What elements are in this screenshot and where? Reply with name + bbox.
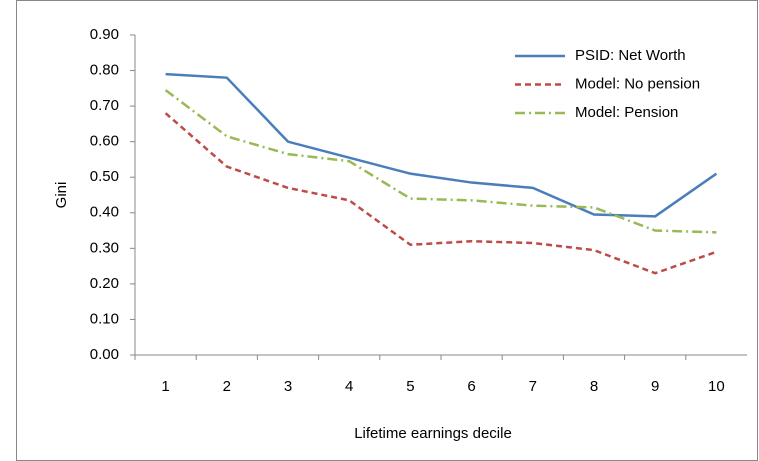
series-line — [164, 112, 717, 275]
y-tick-label: 0.30 — [90, 239, 119, 256]
y-tick-label: 0.50 — [90, 168, 119, 185]
series-line — [165, 72, 718, 218]
chart-frame — [16, 0, 758, 461]
y-tick-label: 0.10 — [90, 310, 119, 327]
legend-label: PSID: Net Worth — [575, 47, 686, 64]
x-tick-label: 7 — [529, 378, 537, 395]
x-tick-label: 9 — [651, 378, 659, 395]
legend-label: Model: No pension — [575, 75, 700, 92]
y-tick-label: 0.20 — [90, 275, 119, 292]
y-axis-title: Gini — [53, 182, 70, 209]
y-tick-label: 0.40 — [90, 204, 119, 221]
x-axis-title: Lifetime earnings decile — [354, 425, 512, 442]
legend-label: Model: Pension — [575, 104, 678, 121]
x-tick-label: 4 — [345, 378, 353, 395]
y-tick-label: 0.70 — [90, 97, 119, 114]
y-tick-label: 0.90 — [90, 26, 119, 43]
series-line — [164, 89, 717, 234]
x-tick-label: 1 — [161, 378, 169, 395]
x-tick-label: 6 — [467, 378, 475, 395]
x-tick-label: 8 — [590, 378, 598, 395]
x-tick-label: 10 — [708, 378, 725, 395]
x-tick-label: 2 — [223, 378, 231, 395]
x-tick-label: 5 — [406, 378, 414, 395]
y-tick-label: 0.80 — [90, 62, 119, 79]
y-tick-label: 0.60 — [90, 133, 119, 150]
x-tick-label: 3 — [284, 378, 292, 395]
y-tick-label: 0.00 — [90, 346, 119, 363]
